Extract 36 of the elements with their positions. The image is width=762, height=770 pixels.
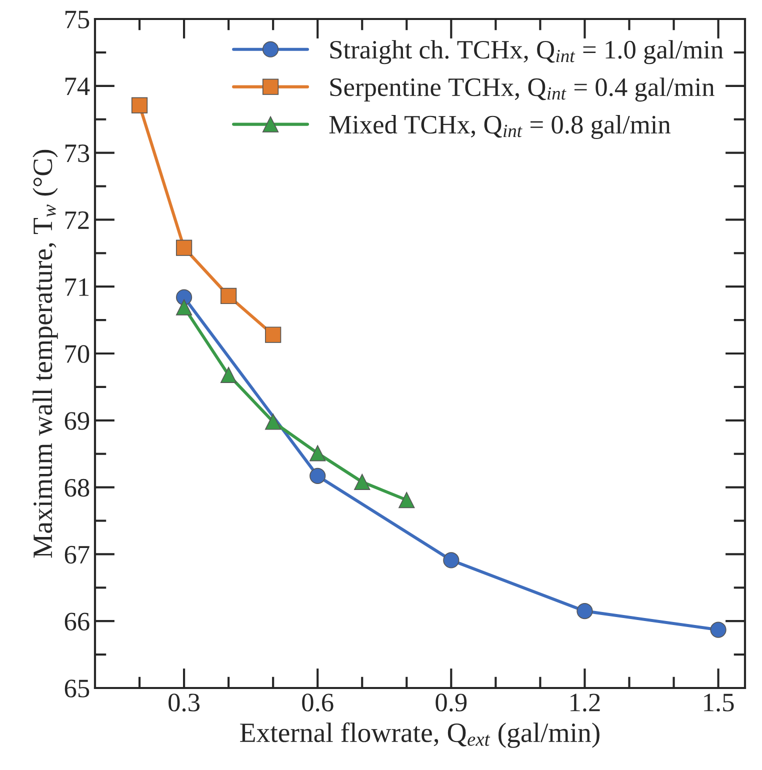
- x-tick-label: 0.9: [436, 694, 467, 712]
- point: [576, 603, 593, 620]
- point: [220, 288, 237, 304]
- y-tick-label: 72: [65, 211, 89, 229]
- y-tick-label: 73: [65, 144, 90, 162]
- legend-label: Mixed TCHx, Q$_{int}$ = 0.8 gal/min: [329, 115, 671, 140]
- point: [131, 97, 148, 114]
- point: [265, 414, 282, 430]
- y-tick-label: 65: [64, 680, 90, 698]
- point: [176, 289, 192, 306]
- point: [265, 326, 282, 343]
- y-tick-label: 74: [65, 78, 90, 96]
- legend-label: Straight ch. TCHx, Q$_{int}$ = 1.0 gal/min: [330, 40, 724, 64]
- y-axis-title: Maximum wall temperature, T$_{w}$ (°C): [32, 150, 58, 558]
- y-tick-label: 69: [64, 412, 90, 430]
- y-tick-label: 66: [64, 612, 90, 631]
- x-tick-label: 0.6: [302, 694, 334, 712]
- y-tick-label: 71: [65, 278, 89, 296]
- legend-label: Serpentine TCHx, Q$_{int}$ = 0.4 gal/min: [330, 78, 714, 102]
- point: [443, 552, 460, 568]
- point: [310, 468, 326, 484]
- x-tick-label: 1.2: [570, 694, 600, 712]
- point: [176, 240, 192, 256]
- point: [398, 492, 415, 508]
- y-tick-label: 67: [64, 546, 90, 564]
- point: [176, 299, 192, 316]
- point: [220, 366, 237, 383]
- x-axis-title: External flowrate, Q$_{ext}$ (gal/min): [240, 722, 600, 748]
- y-tick-label: 75: [65, 10, 90, 28]
- point: [710, 622, 726, 638]
- point: [354, 474, 370, 490]
- y-tick-label: 70: [65, 345, 90, 363]
- x-tick-label: 1.5: [704, 694, 734, 712]
- x-tick-label: 0.3: [168, 694, 200, 712]
- y-tick-label: 68: [64, 478, 90, 497]
- point: [310, 445, 326, 462]
